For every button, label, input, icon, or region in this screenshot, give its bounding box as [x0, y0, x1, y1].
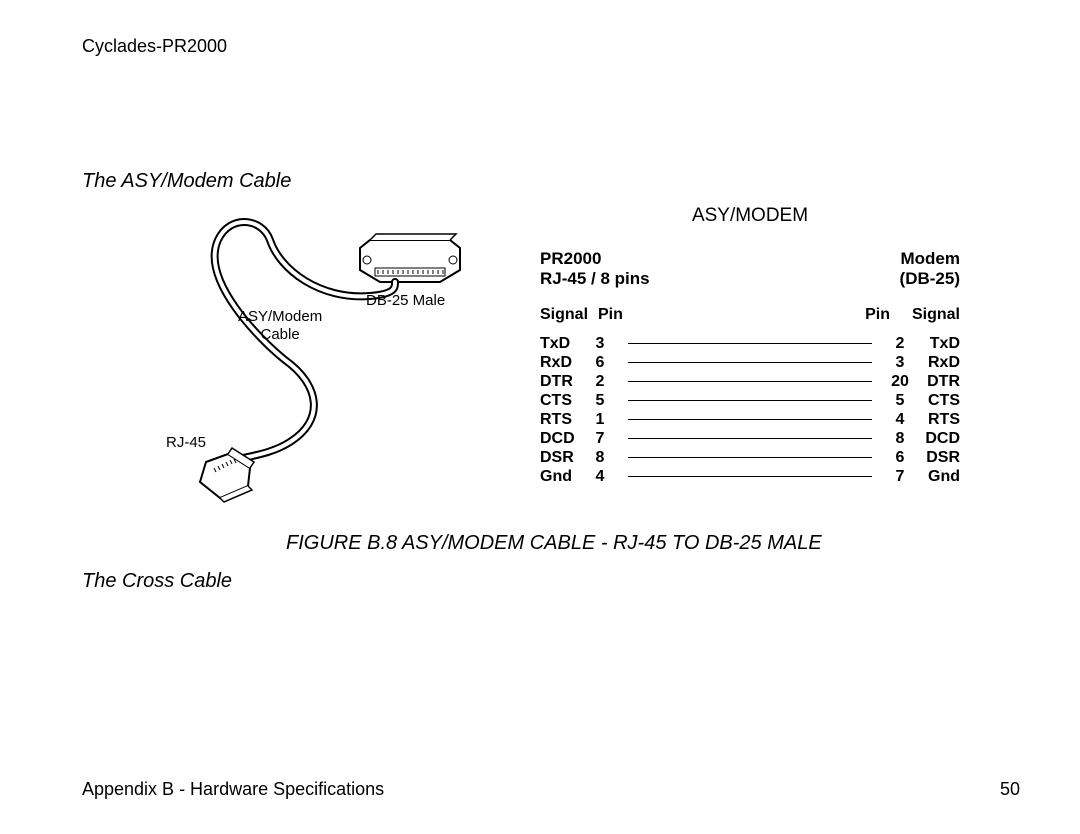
pin-left: 6 — [588, 354, 612, 372]
db25-connector-icon — [360, 234, 460, 282]
signal-left: CTS — [540, 392, 588, 410]
pinout-rows: TxD32TxDRxD63RxDDTR220DTRCTS55CTSRTS14RT… — [540, 334, 960, 486]
signal-left: DSR — [540, 449, 588, 467]
pin-left: 1 — [588, 411, 612, 429]
signal-left: Gnd — [540, 468, 588, 486]
signal-left: RxD — [540, 354, 588, 372]
signal-right: DTR — [912, 373, 960, 391]
section-heading-cross-cable: The Cross Cable — [82, 570, 232, 593]
wire-line — [628, 476, 872, 477]
pin-right: 5 — [888, 392, 912, 410]
cable-illustration: ASY/Modem Cable DB-25 Male RJ-45 — [170, 200, 480, 520]
figure-caption: FIGURE B.8 ASY/MODEM CABLE - RJ-45 TO DB… — [286, 532, 822, 555]
pin-right: 7 — [888, 468, 912, 486]
pinout-table: ASY/MODEM PR2000 RJ-45 / 8 pins Modem (D… — [540, 205, 960, 486]
signal-right: DCD — [912, 430, 960, 448]
left-header-l1: PR2000 — [540, 249, 601, 268]
pinout-row: TxD32TxD — [540, 334, 960, 353]
footer-left: Appendix B - Hardware Specifications — [82, 779, 384, 800]
right-header-l1: Modem — [901, 249, 961, 268]
pinout-title: ASY/MODEM — [540, 205, 960, 227]
pin-right: 6 — [888, 449, 912, 467]
signal-right: DSR — [912, 449, 960, 467]
colhead-signal-right: Signal — [902, 306, 960, 324]
wire-line — [628, 457, 872, 458]
signal-left: DCD — [540, 430, 588, 448]
cable-svg — [170, 200, 480, 520]
pin-left: 5 — [588, 392, 612, 410]
pin-left: 4 — [588, 468, 612, 486]
pin-right: 3 — [888, 354, 912, 372]
pinout-row: RxD63RxD — [540, 353, 960, 372]
pin-right: 8 — [888, 430, 912, 448]
pinout-row: Gnd47Gnd — [540, 467, 960, 486]
pin-left: 2 — [588, 373, 612, 391]
pin-left: 8 — [588, 449, 612, 467]
pinout-row: CTS55CTS — [540, 391, 960, 410]
signal-right: RTS — [912, 411, 960, 429]
colhead-pin-right: Pin — [865, 306, 890, 324]
rj45-connector-icon — [200, 448, 254, 502]
doc-header: Cyclades-PR2000 — [82, 36, 227, 57]
label-asy-modem-cable: ASY/Modem Cable — [238, 308, 322, 344]
wire-line — [628, 419, 872, 420]
wire-line — [628, 438, 872, 439]
wire-line — [628, 381, 872, 382]
wire-line — [628, 362, 872, 363]
document-page: Cyclades-PR2000 The ASY/Modem Cable — [0, 0, 1080, 834]
left-header-l2: RJ-45 / 8 pins — [540, 269, 650, 288]
pin-right: 20 — [888, 373, 912, 391]
pinout-row: RTS14RTS — [540, 410, 960, 429]
label-db25-male: DB-25 Male — [366, 292, 445, 310]
pin-right: 4 — [888, 411, 912, 429]
pin-right: 2 — [888, 335, 912, 353]
pinout-column-headers: SignalPin PinSignal — [540, 306, 960, 324]
pinout-row: DCD78DCD — [540, 429, 960, 448]
colhead-pin-left: Pin — [598, 306, 623, 324]
colhead-signal-left: Signal — [540, 306, 598, 324]
section-heading-asy-modem: The ASY/Modem Cable — [82, 170, 291, 193]
signal-right: CTS — [912, 392, 960, 410]
signal-right: TxD — [912, 335, 960, 353]
pinout-headers: PR2000 RJ-45 / 8 pins Modem (DB-25) — [540, 249, 960, 288]
signal-left: DTR — [540, 373, 588, 391]
label-rj45: RJ-45 — [166, 434, 206, 452]
pin-left: 7 — [588, 430, 612, 448]
pinout-row: DTR220DTR — [540, 372, 960, 391]
pin-left: 3 — [588, 335, 612, 353]
signal-right: RxD — [912, 354, 960, 372]
pinout-row: DSR86DSR — [540, 448, 960, 467]
page-number: 50 — [1000, 779, 1020, 800]
signal-left: TxD — [540, 335, 588, 353]
wire-line — [628, 343, 872, 344]
signal-right: Gnd — [912, 468, 960, 486]
right-header-l2: (DB-25) — [900, 269, 960, 288]
signal-left: RTS — [540, 411, 588, 429]
wire-line — [628, 400, 872, 401]
